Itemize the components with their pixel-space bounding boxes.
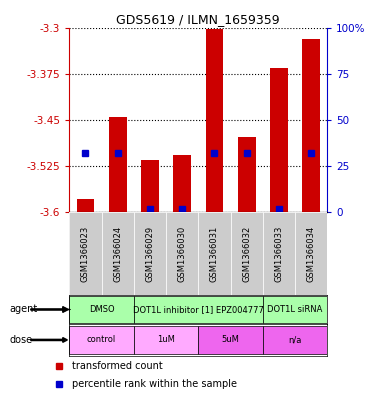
Bar <box>69 296 134 323</box>
Bar <box>102 212 134 295</box>
Text: DOT1L siRNA: DOT1L siRNA <box>267 305 323 314</box>
Text: GSM1366031: GSM1366031 <box>210 225 219 282</box>
Bar <box>134 296 263 323</box>
Bar <box>198 212 231 295</box>
Text: GSM1366034: GSM1366034 <box>306 225 316 282</box>
Bar <box>134 326 198 354</box>
Bar <box>69 212 102 295</box>
Text: GSM1366029: GSM1366029 <box>146 226 154 281</box>
Text: percentile rank within the sample: percentile rank within the sample <box>72 379 237 389</box>
Text: control: control <box>87 336 116 344</box>
Text: DOT1L inhibitor [1] EPZ004777: DOT1L inhibitor [1] EPZ004777 <box>133 305 264 314</box>
Text: GSM1366023: GSM1366023 <box>81 225 90 282</box>
Text: n/a: n/a <box>288 336 302 344</box>
Title: GDS5619 / ILMN_1659359: GDS5619 / ILMN_1659359 <box>116 13 280 26</box>
Bar <box>238 137 256 212</box>
Text: agent: agent <box>10 305 38 314</box>
Bar <box>77 199 94 212</box>
Bar <box>198 326 263 354</box>
Text: GSM1366032: GSM1366032 <box>242 225 251 282</box>
Bar <box>263 296 327 323</box>
Bar <box>173 155 191 212</box>
Text: GSM1366030: GSM1366030 <box>177 225 187 282</box>
Bar <box>206 29 223 212</box>
Text: 5uM: 5uM <box>222 336 239 344</box>
Bar <box>270 68 288 212</box>
Text: transformed count: transformed count <box>72 361 163 371</box>
Text: GSM1366033: GSM1366033 <box>275 225 283 282</box>
Bar <box>302 39 320 212</box>
Bar <box>141 160 159 212</box>
Bar <box>109 117 127 212</box>
Bar <box>166 212 198 295</box>
Bar <box>263 212 295 295</box>
Text: dose: dose <box>10 335 33 345</box>
Text: DMSO: DMSO <box>89 305 114 314</box>
Text: GSM1366024: GSM1366024 <box>113 226 122 281</box>
Bar <box>263 326 327 354</box>
Bar <box>134 212 166 295</box>
Bar <box>69 326 134 354</box>
Text: 1uM: 1uM <box>157 336 175 344</box>
Bar <box>295 212 327 295</box>
Bar <box>231 212 263 295</box>
